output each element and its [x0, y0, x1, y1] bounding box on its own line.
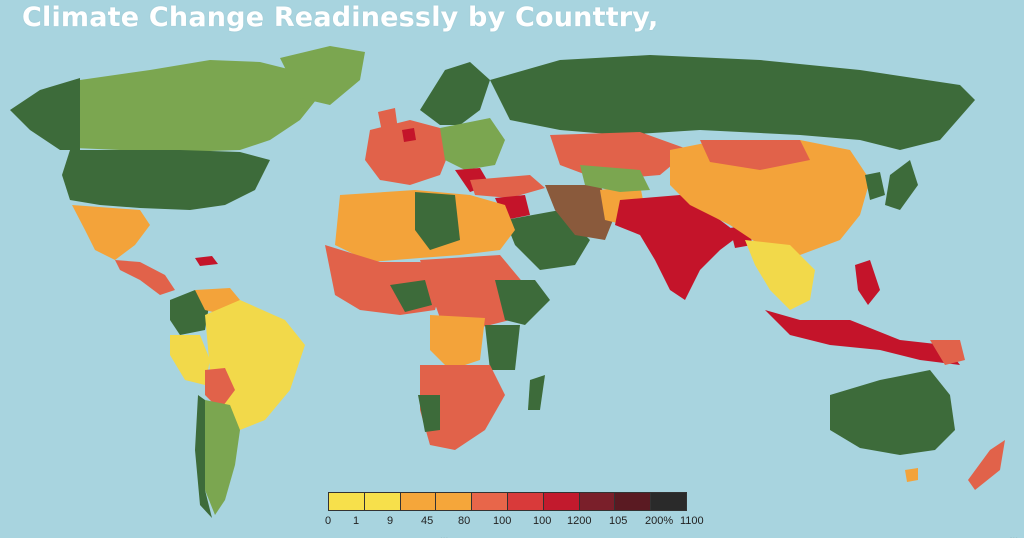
region-congo	[430, 315, 485, 370]
legend-swatch	[399, 492, 437, 511]
legend-label: 45	[421, 515, 434, 527]
legend-label: 200%	[645, 515, 674, 527]
region-western-europe	[365, 120, 450, 185]
legend-swatch	[506, 492, 544, 511]
legend-labels: 0 1 9 45 80 100 100 1200 105 200% 1100	[320, 515, 710, 529]
legend-swatch	[471, 492, 508, 511]
legend-swatch	[578, 492, 616, 511]
region-belgium	[402, 128, 416, 142]
legend-label: 1200	[567, 515, 592, 527]
legend-subtitle: ...	[440, 531, 449, 538]
region-china	[670, 140, 870, 255]
region-uk	[378, 108, 398, 132]
legend-swatch	[328, 492, 365, 511]
region-bolivia	[205, 368, 235, 410]
legend-swatch	[650, 492, 687, 511]
region-central-america	[115, 260, 175, 295]
region-new-zealand	[968, 440, 1005, 490]
region-central-europe	[440, 118, 505, 170]
region-central-asia	[580, 165, 650, 192]
region-korea	[865, 172, 885, 200]
legend-swatch	[614, 492, 652, 511]
region-greenland	[280, 46, 365, 105]
region-russia	[490, 55, 975, 150]
legend-swatch	[363, 492, 401, 511]
region-nigeria	[390, 280, 432, 312]
region-peru	[170, 335, 210, 385]
region-tasmania	[905, 468, 918, 482]
region-chile	[195, 395, 212, 518]
legend-label: 80	[458, 515, 471, 527]
region-ethiopia	[495, 280, 550, 325]
region-mexico	[72, 205, 150, 260]
region-india	[615, 195, 740, 300]
legend-swatch	[542, 492, 580, 511]
region-east-africa	[485, 325, 520, 370]
region-argentina	[205, 400, 240, 515]
region-iran	[545, 185, 615, 240]
region-indochina	[745, 240, 815, 310]
legend-swatch	[435, 492, 473, 511]
legend-label: 9	[387, 515, 394, 527]
region-philippines	[855, 260, 880, 305]
region-caribbean	[195, 256, 218, 266]
legend-label: 105	[609, 515, 628, 527]
region-mongolia	[700, 140, 810, 170]
legend-label: 1	[353, 515, 360, 527]
region-central-africa	[420, 255, 525, 330]
region-alaska	[10, 78, 80, 150]
region-madagascar	[528, 375, 545, 410]
legend-label: 0	[325, 515, 332, 527]
region-usa	[62, 150, 270, 210]
region-japan	[885, 160, 918, 210]
region-turkey	[470, 175, 545, 198]
region-australia	[830, 370, 955, 455]
region-colombia	[170, 290, 210, 335]
region-canada	[70, 60, 320, 152]
region-algeria	[415, 192, 460, 250]
region-southern-africa	[420, 365, 505, 450]
legend-label: 100	[533, 515, 552, 527]
legend-color-bar	[328, 492, 687, 511]
region-scandinavia	[420, 62, 490, 125]
region-brazil	[205, 300, 305, 430]
legend-label: 100	[493, 515, 512, 527]
legend-label: 1100	[680, 515, 704, 527]
region-png	[930, 340, 965, 365]
region-indonesia	[765, 310, 960, 365]
source-note: ...	[1009, 531, 1018, 538]
region-namibia	[418, 395, 440, 432]
map-title: Climate Change Readinessly by Counttry,	[22, 2, 659, 33]
